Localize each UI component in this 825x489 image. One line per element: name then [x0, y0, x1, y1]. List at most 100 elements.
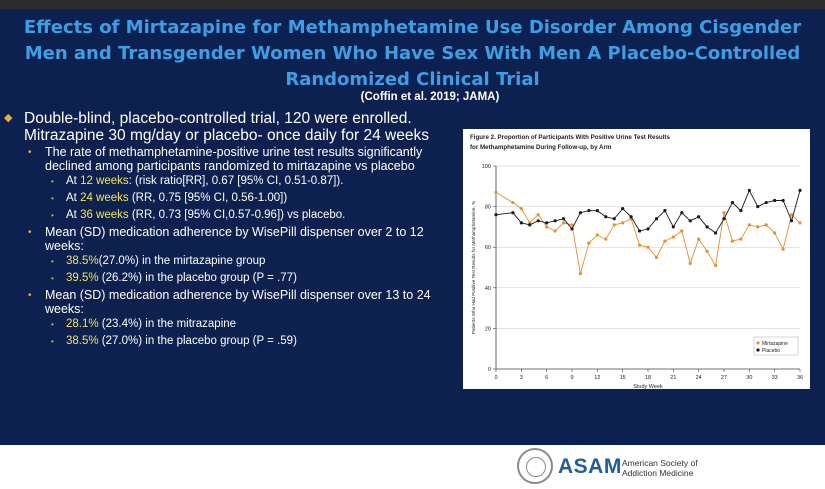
bullet-text-prefix: At — [66, 175, 81, 187]
data-point-placebo — [553, 219, 557, 223]
data-point-mirtazapine — [697, 237, 701, 241]
data-point-placebo — [663, 209, 667, 213]
bullet-text-prefix: At — [66, 209, 81, 221]
bullet-marker-icon: • — [51, 337, 54, 346]
org-full-name: American Society of Addiction Medicine — [622, 458, 698, 478]
data-point-placebo — [511, 211, 515, 215]
data-point-mirtazapine — [663, 239, 667, 243]
data-point-placebo — [713, 231, 718, 235]
y-axis-label: Patients Who Had Positive Test Results f… — [471, 201, 476, 334]
data-point-mirtazapine — [680, 229, 684, 233]
data-point-mirtazapine — [553, 229, 557, 233]
data-point-placebo — [494, 213, 498, 217]
bullet-text: (RR, 0.75 [95% CI, 0.56-1.00]) — [128, 192, 288, 204]
legend-marker — [756, 341, 760, 345]
bullet-level3: • At 36 weeks (RR, 0.73 [95% CI,0.57-0.9… — [4, 209, 459, 222]
data-point-mirtazapine — [654, 255, 659, 259]
data-point-placebo — [637, 229, 642, 233]
data-point-mirtazapine — [595, 233, 599, 237]
bullet-marker-icon: • — [51, 274, 54, 283]
series-line-placebo — [495, 189, 801, 234]
highlight-text: 38.5% — [66, 255, 99, 267]
x-tick-label: 36 — [797, 375, 803, 381]
bullet-level3: • 39.5% (26.2%) in the placebo group (P … — [4, 272, 459, 285]
bullet-text: The rate of methamphetamine-positive uri… — [45, 145, 423, 173]
data-point-placebo — [629, 215, 633, 219]
y-tick-label: 80 — [485, 205, 491, 211]
bullet-level3: • At 12 weeks: (risk ratio[RR], 0.67 [95… — [4, 175, 459, 188]
bullet-text: (27.0%) in the mirtazapine group — [98, 255, 266, 267]
bullet-marker-icon: ◆ — [4, 112, 13, 124]
data-point-mirtazapine — [798, 221, 802, 225]
data-point-placebo — [764, 200, 768, 205]
data-point-mirtazapine — [722, 211, 726, 215]
bullet-marker-icon: • — [51, 320, 54, 329]
org-logo-text: ASAM — [558, 455, 622, 478]
data-point-placebo — [604, 215, 608, 219]
data-point-placebo — [646, 227, 650, 231]
y-tick-label: 0 — [488, 367, 491, 373]
bullet-text: (RR, 0.73 [95% CI,0.57-0.96]) vs placebo… — [128, 209, 346, 221]
data-point-placebo — [697, 215, 701, 219]
bullet-level3: • At 24 weeks (RR, 0.75 [95% CI, 0.56-1.… — [4, 192, 459, 205]
bullet-marker-icon: • — [28, 290, 32, 301]
series-line-mirtazapine — [495, 192, 801, 274]
data-point-placebo — [688, 219, 692, 223]
y-tick-label: 100 — [482, 164, 491, 170]
data-point-placebo — [587, 209, 591, 213]
data-point-placebo — [545, 221, 549, 225]
x-tick-label: 27 — [721, 375, 727, 381]
bullet-level2: • The rate of methamphetamine-positive u… — [4, 145, 459, 173]
legend-label: Placebo — [762, 348, 780, 354]
line-chart: Figure 2. Proportion of Participants Wit… — [470, 134, 803, 389]
data-point-placebo — [730, 200, 735, 205]
data-point-placebo — [756, 205, 760, 209]
data-point-mirtazapine — [671, 235, 675, 239]
data-point-mirtazapine — [646, 245, 650, 249]
data-point-mirtazapine — [756, 225, 760, 229]
data-point-placebo — [773, 198, 777, 203]
highlight-text: 24 weeks — [80, 192, 129, 204]
chart-card: Figure 2. Proportion of Participants Wit… — [463, 129, 810, 389]
bullet-level2: • Mean (SD) medication adherence by Wise… — [4, 288, 459, 316]
data-point-mirtazapine — [773, 231, 777, 235]
bullet-text: (27.0%) in the placebo group (P = .59) — [98, 335, 297, 347]
x-tick-label: 15 — [620, 375, 626, 381]
data-point-placebo — [654, 217, 659, 221]
data-point-placebo — [519, 221, 523, 225]
x-tick-label: 24 — [696, 375, 702, 381]
x-axis-label: Study Week — [633, 384, 663, 389]
data-point-mirtazapine — [730, 239, 735, 243]
data-point-placebo — [595, 209, 599, 213]
data-point-mirtazapine — [587, 241, 591, 245]
x-tick-label: 30 — [746, 375, 752, 381]
highlight-text: 28.1% — [66, 318, 99, 330]
highlight-text: 36 weeks — [80, 209, 129, 221]
data-point-mirtazapine — [511, 200, 515, 205]
data-point-mirtazapine — [545, 225, 549, 229]
data-point-mirtazapine — [519, 207, 523, 211]
data-point-mirtazapine — [713, 263, 718, 268]
data-point-placebo — [705, 225, 709, 229]
data-point-placebo — [739, 209, 743, 213]
bullet-text: (26.2%) in the placebo group (P = .77) — [98, 272, 297, 284]
data-point-mirtazapine — [536, 213, 540, 217]
data-point-mirtazapine — [604, 237, 608, 241]
data-point-placebo — [578, 211, 583, 215]
data-point-mirtazapine — [570, 223, 574, 227]
data-point-mirtazapine — [739, 237, 743, 241]
bullet-level1: ◆ Double-blind, placebo-controlled trial… — [4, 110, 459, 144]
data-point-mirtazapine — [781, 247, 785, 251]
data-point-mirtazapine — [637, 243, 642, 247]
bullet-marker-icon: • — [51, 257, 54, 266]
data-point-placebo — [781, 198, 785, 203]
bullet-text-prefix: At — [66, 192, 81, 204]
data-point-placebo — [789, 219, 794, 223]
y-tick-label: 20 — [485, 326, 491, 332]
x-tick-label: 9 — [570, 375, 573, 381]
bullet-text: : (risk ratio[RR], 0.67 [95% CI, 0.51-0.… — [128, 175, 344, 187]
data-point-placebo — [680, 211, 684, 215]
legend-marker — [756, 348, 760, 352]
data-point-mirtazapine — [494, 190, 498, 194]
chart-title-line: Figure 2. Proportion of Participants Wit… — [470, 134, 670, 141]
